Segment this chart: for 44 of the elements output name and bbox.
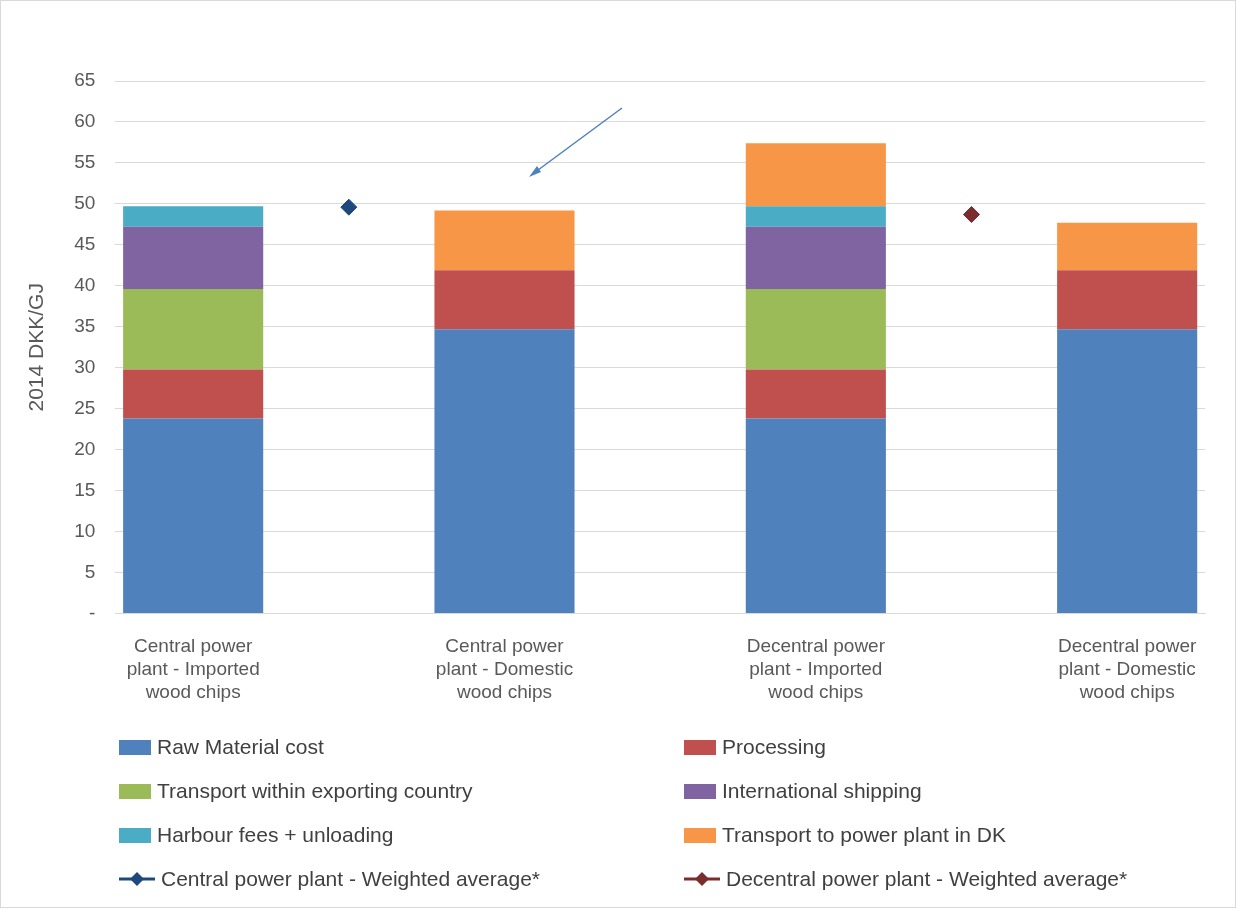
bar: [123, 369, 264, 419]
y-tick-label: 55: [74, 151, 96, 173]
y-tick-label: -: [89, 601, 96, 623]
bar: [745, 143, 886, 207]
x-tick-label: Decentral power plant - Imported wood chips: [746, 635, 886, 702]
bar: [1057, 270, 1198, 330]
y-tick-label: 45: [74, 233, 96, 255]
x-tick-label: Central power plant - Domestic wood chips: [435, 635, 574, 702]
legend-label: Transport to power plant in DK: [722, 823, 1007, 847]
y-tick-label: 30: [74, 356, 96, 378]
legend-label: Central power plant - Weighted average*: [161, 867, 540, 891]
y-tick-label: 50: [74, 192, 96, 214]
legend-label: International shipping: [722, 779, 922, 803]
x-tick-label: Decentral power plant - Domestic wood chips: [1057, 635, 1198, 702]
bar: [745, 418, 886, 614]
legend-label: Transport within exporting country: [157, 779, 473, 803]
bar: [745, 206, 886, 227]
y-tick-label: 40: [74, 274, 96, 296]
bar: [123, 226, 264, 290]
bar: [745, 289, 886, 370]
bar: [434, 210, 575, 271]
x-tick-label: Central power plant - Imported wood chips: [126, 635, 260, 702]
bar: [1057, 222, 1198, 271]
bar: [123, 418, 264, 614]
legend-label: Decentral power plant - Weighted average*: [726, 867, 1128, 891]
y-tick-label: 65: [74, 69, 96, 91]
y-tick-label: 60: [74, 110, 96, 132]
bar: [434, 270, 575, 330]
bar: [123, 206, 264, 227]
y-tick-label: 15: [74, 478, 96, 500]
y-tick-label: 35: [74, 315, 96, 337]
y-tick-label: 20: [74, 437, 96, 459]
bar: [745, 226, 886, 290]
bar: [745, 369, 886, 419]
bar: [1057, 329, 1198, 614]
y-axis-title: 2014 DKK/GJ: [24, 283, 48, 412]
legend-label: Processing: [722, 735, 826, 759]
y-tick-label: 5: [84, 560, 96, 582]
bar: [123, 289, 264, 370]
y-tick-label: 10: [74, 519, 96, 541]
bar: [434, 329, 575, 614]
legend-label: Raw Material cost: [157, 735, 324, 759]
y-tick-label: 25: [74, 396, 96, 418]
legend-label: Harbour fees + unloading: [157, 823, 394, 847]
